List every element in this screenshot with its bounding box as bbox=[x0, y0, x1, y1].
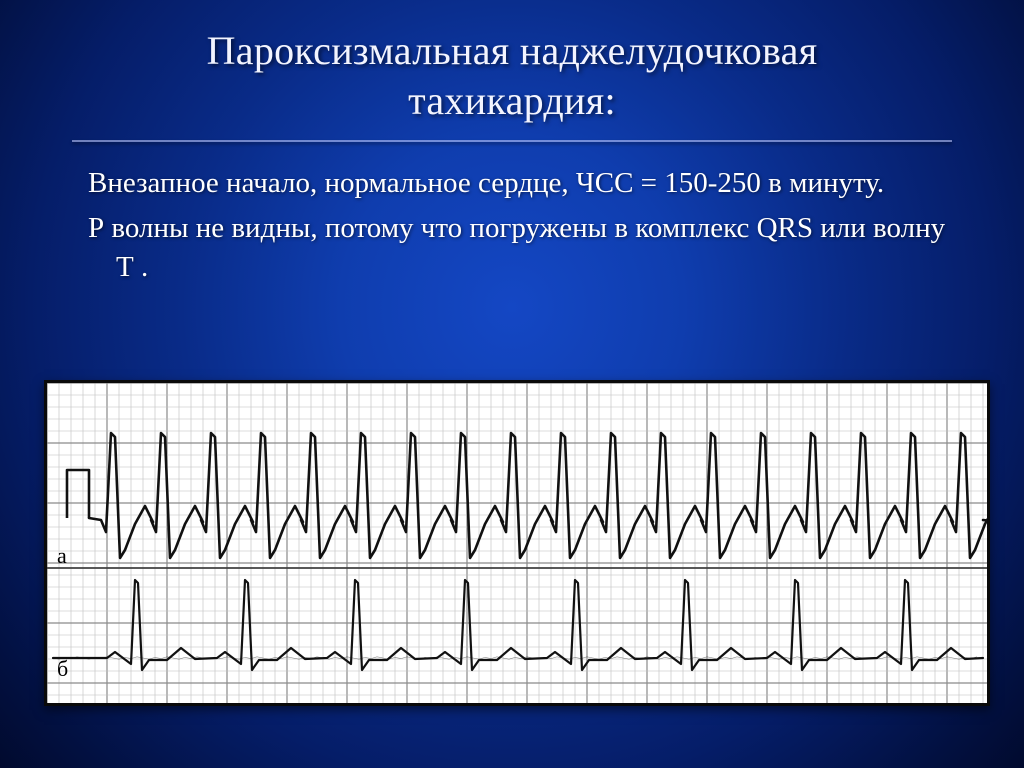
title-line-1: Пароксизмальная наджелудочковая bbox=[207, 28, 818, 73]
ecg-svg: аб bbox=[47, 383, 987, 703]
slide: Пароксизмальная наджелудочковая тахикард… bbox=[0, 0, 1024, 768]
slide-body: Внезапное начало, нормальное сердце, ЧСС… bbox=[0, 142, 1024, 287]
svg-text:б: б bbox=[57, 656, 68, 681]
slide-title: Пароксизмальная наджелудочковая тахикард… bbox=[0, 0, 1024, 134]
title-line-2: тахикардия: bbox=[408, 78, 616, 123]
paragraph-2: Р волны не видны, потому что погружены в… bbox=[60, 209, 964, 287]
ecg-figure: аб bbox=[44, 380, 990, 706]
paragraph-1: Внезапное начало, нормальное сердце, ЧСС… bbox=[60, 164, 964, 203]
svg-text:а: а bbox=[57, 543, 67, 568]
